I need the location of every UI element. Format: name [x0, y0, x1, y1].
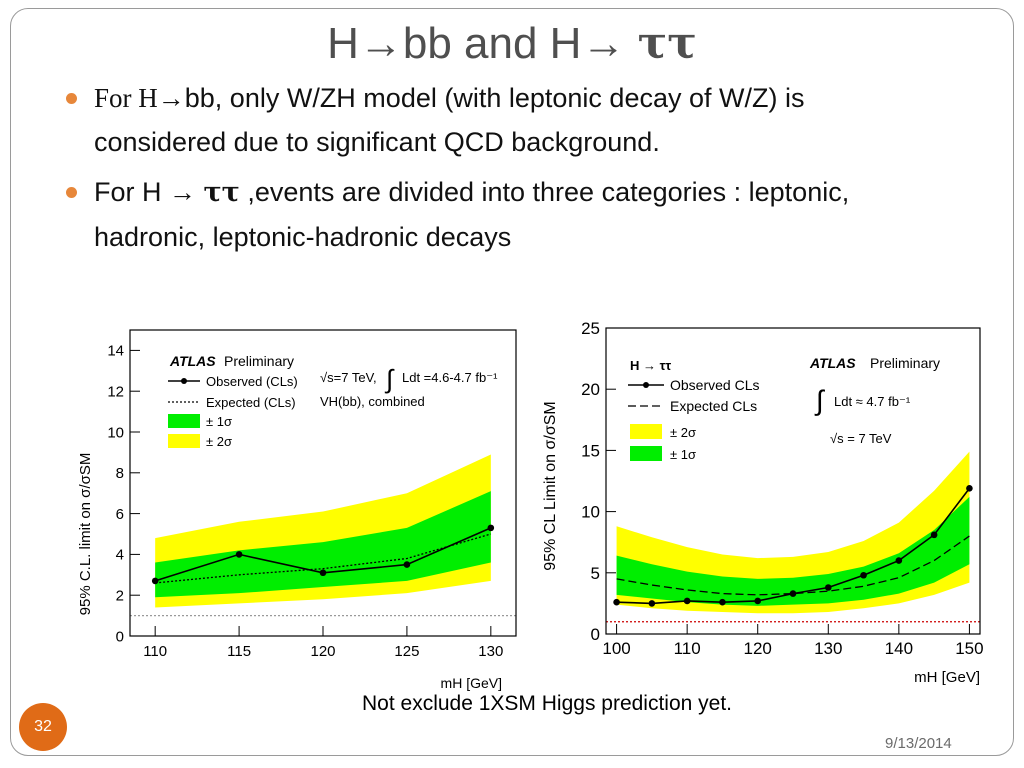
- p2-ytick-label: 0: [591, 625, 600, 644]
- plot-caption: Not exclude 1XSM Higgs prediction yet.: [362, 692, 733, 715]
- p2-ytick-label: 25: [581, 319, 600, 338]
- slide-number-badge: 32: [19, 703, 67, 751]
- p1-ytick-label: 14: [107, 343, 124, 360]
- vhbb-ylabel: 95% C.L. limit on σ/σSM: [77, 453, 94, 616]
- vhbb-legend-band2-swatch: [168, 434, 200, 448]
- p2-xtick-label: 140: [885, 639, 913, 658]
- slide-frame: [10, 8, 1014, 756]
- htautau-legend-energy: √s = 7 TeV: [830, 431, 892, 446]
- p2-observed-point: [824, 584, 832, 591]
- htautau-axis-ticks: 100 110 120 130 140 150 0 5 10 15 20 25: [581, 319, 984, 658]
- vhbb-axis-ticks: 110 115 120 125 130 0 2 4 6 8 10 12 14: [107, 343, 503, 660]
- p2-observed-point: [719, 598, 726, 606]
- p2-xtick-label: 120: [744, 639, 772, 658]
- vhbb-plot-area: [130, 454, 516, 617]
- p2-ytick-label: 10: [581, 503, 600, 522]
- htautau-legend-integral: ∫: [814, 385, 826, 416]
- p1-ytick-label: 4: [116, 547, 124, 564]
- htautau-legend: H → ττ ATLAS Preliminary Observed CLs Ex…: [628, 355, 940, 462]
- htautau-legend-experiment: ATLAS: [809, 355, 856, 371]
- bullet-2-text: ,events are divided into three categorie…: [94, 177, 850, 252]
- htautau-legend-lumi: Ldt ≈ 4.7 fb⁻¹: [834, 394, 911, 409]
- vhbb-legend-band2: ± 2σ: [206, 434, 232, 449]
- htautau-legend-expected: Expected CLs: [670, 398, 757, 414]
- p2-ytick-label: 5: [591, 564, 600, 583]
- p1-ytick-label: 0: [116, 628, 124, 645]
- p1-observed-point: [403, 561, 411, 568]
- bullet-2: For H → ττ ,events are divided into thre…: [62, 170, 932, 259]
- p2-ytick-label: 20: [581, 380, 600, 399]
- vhbb-legend-expected: Expected (CLs): [206, 395, 296, 410]
- vhbb-legend-energy: √s=7 TeV,: [320, 370, 377, 385]
- slide-date: 9/13/2014: [885, 735, 952, 752]
- vhbb-xlabel: mH [GeV]: [441, 675, 502, 691]
- p1-ytick-label: 6: [116, 506, 124, 523]
- p2-band-1sigma: [616, 496, 970, 606]
- p1-xtick-label: 120: [310, 643, 335, 660]
- bullet-1-text: →bb, only W/ZH model (with leptonic deca…: [94, 83, 805, 157]
- p2-observed-point: [860, 571, 867, 579]
- p2-ytick-label: 15: [581, 441, 600, 460]
- vhbb-legend-lumi: Ldt =4.6-4.7 fb⁻¹: [402, 370, 498, 385]
- p2-xtick-label: 130: [814, 639, 842, 658]
- p2-xtick-label: 110: [674, 639, 701, 658]
- p2-observed-point: [648, 600, 656, 607]
- htautau-legend-band1: ± 1σ: [670, 447, 696, 462]
- vhbb-legend-band1-swatch: [168, 414, 200, 428]
- p2-observed-point: [930, 531, 938, 539]
- vhbb-legend: ATLAS Preliminary Observed (CLs) Expecte…: [168, 353, 498, 449]
- p2-observed-point: [966, 485, 973, 492]
- bullet-1: For H→bb, only W/ZH model (with leptonic…: [62, 76, 932, 164]
- htautau-legend-process: H → ττ: [630, 358, 671, 373]
- vhbb-legend-channel: VH(bb), combined: [320, 394, 425, 409]
- bullet-2-tau: ττ: [203, 177, 240, 208]
- p2-observed-point: [789, 590, 797, 597]
- htautau-plot-area: [606, 451, 980, 623]
- p2-observed-point: [613, 598, 620, 606]
- htautau-legend-band1-swatch: [630, 446, 662, 461]
- htautau-legend-band2: ± 2σ: [670, 425, 696, 440]
- p1-observed-point: [235, 551, 243, 558]
- vhbb-legend-status: Preliminary: [224, 353, 294, 369]
- p1-observed-point: [151, 577, 159, 585]
- htautau-legend-band2-swatch: [630, 424, 662, 439]
- vhbb-legend-observed: Observed (CLs): [206, 374, 298, 389]
- title-prefix: H→bb and H→: [327, 19, 638, 68]
- bullet-list: For H→bb, only W/ZH model (with leptonic…: [62, 76, 932, 265]
- p2-observed-point: [895, 557, 903, 564]
- bullet-1-lead: For H: [94, 83, 158, 113]
- slide-title: H→bb and H→ ττ: [0, 16, 1024, 72]
- p2-xtick-label: 100: [602, 639, 630, 658]
- p1-ytick-label: 12: [107, 383, 124, 400]
- title-tau: ττ: [637, 18, 697, 69]
- p1-xtick-label: 110: [143, 643, 167, 660]
- p1-ytick-label: 8: [116, 465, 124, 482]
- p2-observed-point: [754, 597, 762, 605]
- htautau-legend-observed-marker: [643, 382, 649, 388]
- p2-observed-point: [683, 597, 691, 605]
- htautau-legend-status: Preliminary: [870, 355, 940, 371]
- vhbb-legend-band1: ± 1σ: [206, 414, 232, 429]
- p1-observed-point: [487, 524, 495, 532]
- p1-band-1sigma: [155, 491, 491, 598]
- vhbb-legend-observed-marker: [181, 378, 187, 384]
- bullet-2-lead: For H →: [94, 177, 204, 207]
- p2-xtick-label: 150: [955, 639, 983, 658]
- p1-ytick-label: 10: [107, 424, 124, 441]
- htautau-limit-plot: 100 110 120 130 140 150 0 5 10 15 20 25 95% CL Limi…: [542, 319, 984, 686]
- htautau-ylabel: 95% CL Limit on σ/σSM: [542, 401, 559, 570]
- vhbb-legend-integral: ∫: [384, 364, 395, 394]
- p1-expected-line: [155, 533, 492, 584]
- htautau-plot-frame: [605, 327, 981, 635]
- p1-xtick-label: 130: [478, 643, 503, 660]
- htautau-xlabel: mH [GeV]: [914, 669, 980, 686]
- p1-xtick-label: 125: [394, 643, 419, 660]
- htautau-legend-observed: Observed CLs: [670, 377, 759, 393]
- vhbb-limit-plot: 110 115 120 125 130 0 2 4 6 8 10 12 14 95% C.L. limi…: [77, 329, 517, 691]
- p1-ytick-label: 2: [116, 587, 124, 604]
- p1-observed-point: [319, 569, 327, 577]
- p1-xtick-label: 115: [227, 643, 251, 660]
- vhbb-legend-experiment: ATLAS: [169, 353, 216, 369]
